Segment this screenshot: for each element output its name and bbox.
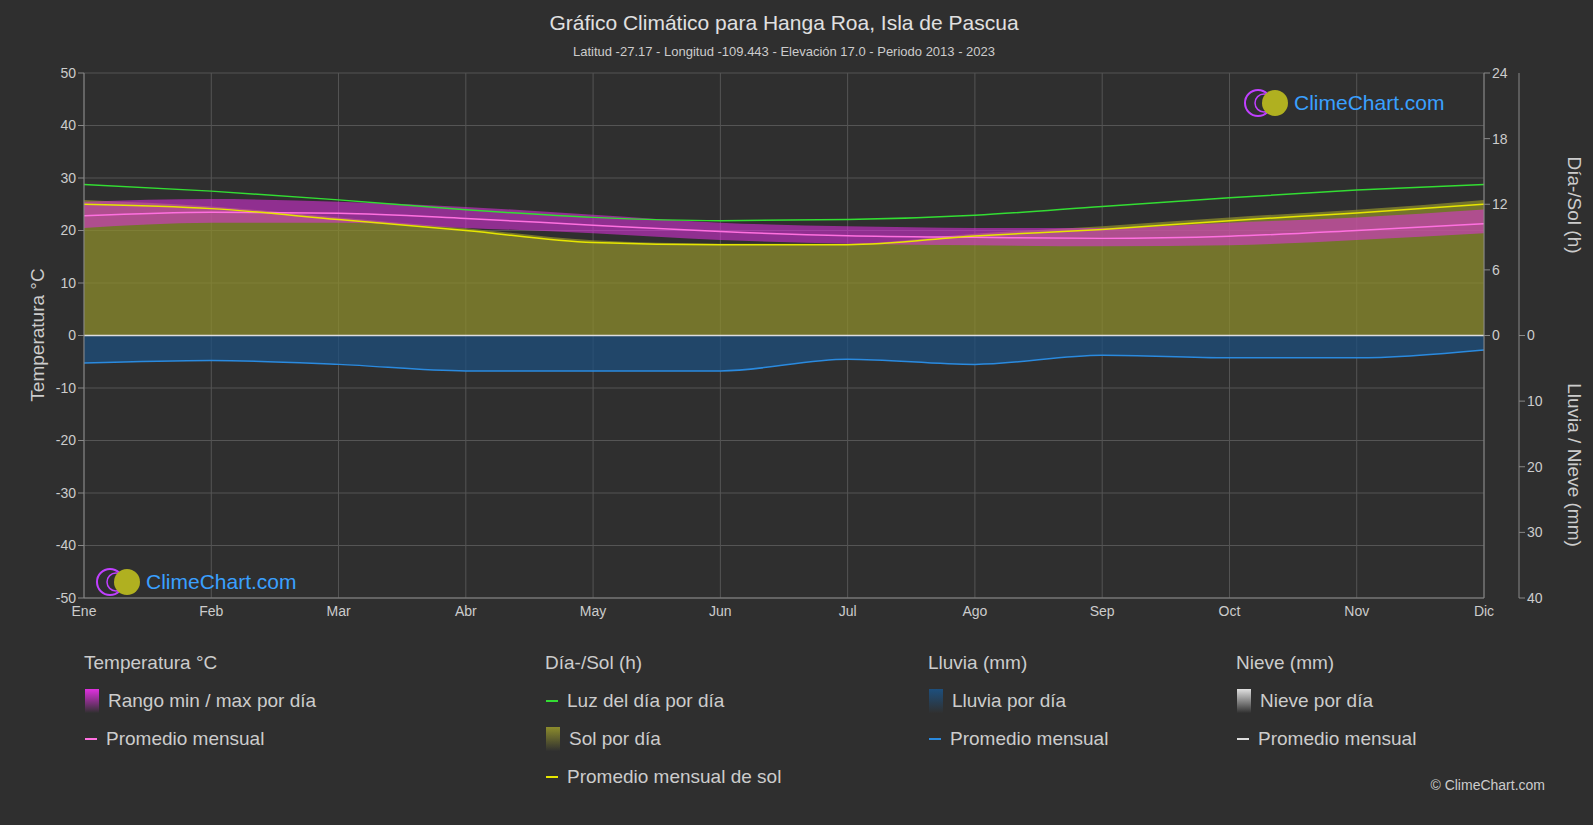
svg-text:24: 24 (1492, 65, 1508, 81)
html-text:Temperatura °C: Temperatura °C (84, 652, 218, 673)
svg-text:Mar: Mar (326, 603, 350, 619)
svg-text:May: May (580, 603, 606, 619)
svg-text:30: 30 (60, 170, 76, 186)
svg-text:10: 10 (1527, 393, 1543, 409)
svg-text:ClimeChart.com: ClimeChart.com (1294, 91, 1445, 114)
svg-text:Dic: Dic (1474, 603, 1494, 619)
svg-text:40: 40 (1527, 590, 1543, 606)
html-text:Lluvia por día: Lluvia por día (952, 690, 1067, 711)
html-text:Luz del día por día: Luz del día por día (567, 690, 725, 711)
svg-text:-30: -30 (56, 485, 76, 501)
svg-text:40: 40 (60, 117, 76, 133)
html-text:Promedio mensual: Promedio mensual (106, 728, 265, 749)
html-text:Promedio mensual: Promedio mensual (950, 728, 1109, 749)
svg-text:Jul: Jul (839, 603, 857, 619)
svg-text:18: 18 (1492, 131, 1508, 147)
svg-text:Feb: Feb (199, 603, 223, 619)
svg-text:Sep: Sep (1090, 603, 1115, 619)
svg-text:Nov: Nov (1344, 603, 1369, 619)
svg-text:Lluvia / Nieve (mm): Lluvia / Nieve (mm) (1564, 383, 1585, 547)
html-text:Sol por día: Sol por día (569, 728, 661, 749)
svg-text:50: 50 (60, 65, 76, 81)
svg-text:6: 6 (1492, 262, 1500, 278)
svg-text:Jun: Jun (709, 603, 732, 619)
svg-text:© ClimeChart.com: © ClimeChart.com (1430, 777, 1545, 793)
html-text:Día-/Sol (h): Día-/Sol (h) (545, 652, 643, 673)
html-text:Promedio mensual de sol: Promedio mensual de sol (567, 766, 782, 787)
svg-text:Abr: Abr (455, 603, 477, 619)
svg-text:20: 20 (60, 222, 76, 238)
html-text:Rango min / max por día: Rango min / max por día (108, 690, 316, 711)
svg-text:20: 20 (1527, 459, 1543, 475)
html-text:Lluvia (mm): Lluvia (mm) (928, 652, 1028, 673)
svg-text:ClimeChart.com: ClimeChart.com (146, 570, 297, 593)
svg-text:-40: -40 (56, 537, 76, 553)
svg-text:30: 30 (1527, 524, 1543, 540)
svg-text:Latitud -27.17 - Longitud -109: Latitud -27.17 - Longitud -109.443 - Ele… (573, 44, 995, 59)
html-text:Nieve por día: Nieve por día (1260, 690, 1373, 711)
svg-text:0: 0 (1492, 327, 1500, 343)
svg-text:Gráfico Climático para Hanga R: Gráfico Climático para Hanga Roa, Isla d… (549, 11, 1019, 34)
svg-text:Ene: Ene (71, 602, 97, 619)
svg-text:0: 0 (68, 327, 76, 343)
svg-text:Ago: Ago (962, 603, 987, 619)
html-text:Promedio mensual: Promedio mensual (1258, 728, 1417, 749)
svg-text:Temperatura °C: Temperatura °C (27, 268, 48, 401)
svg-text:-50: -50 (56, 590, 76, 606)
html-text:Nieve (mm): Nieve (mm) (1236, 652, 1335, 673)
svg-text:12: 12 (1492, 196, 1508, 212)
svg-text:0: 0 (1527, 327, 1535, 343)
svg-text:Día-/Sol (h): Día-/Sol (h) (1564, 156, 1585, 253)
svg-text:10: 10 (60, 275, 76, 291)
svg-text:Oct: Oct (1219, 603, 1241, 619)
svg-text:-10: -10 (56, 380, 76, 396)
svg-text:-20: -20 (56, 432, 76, 448)
